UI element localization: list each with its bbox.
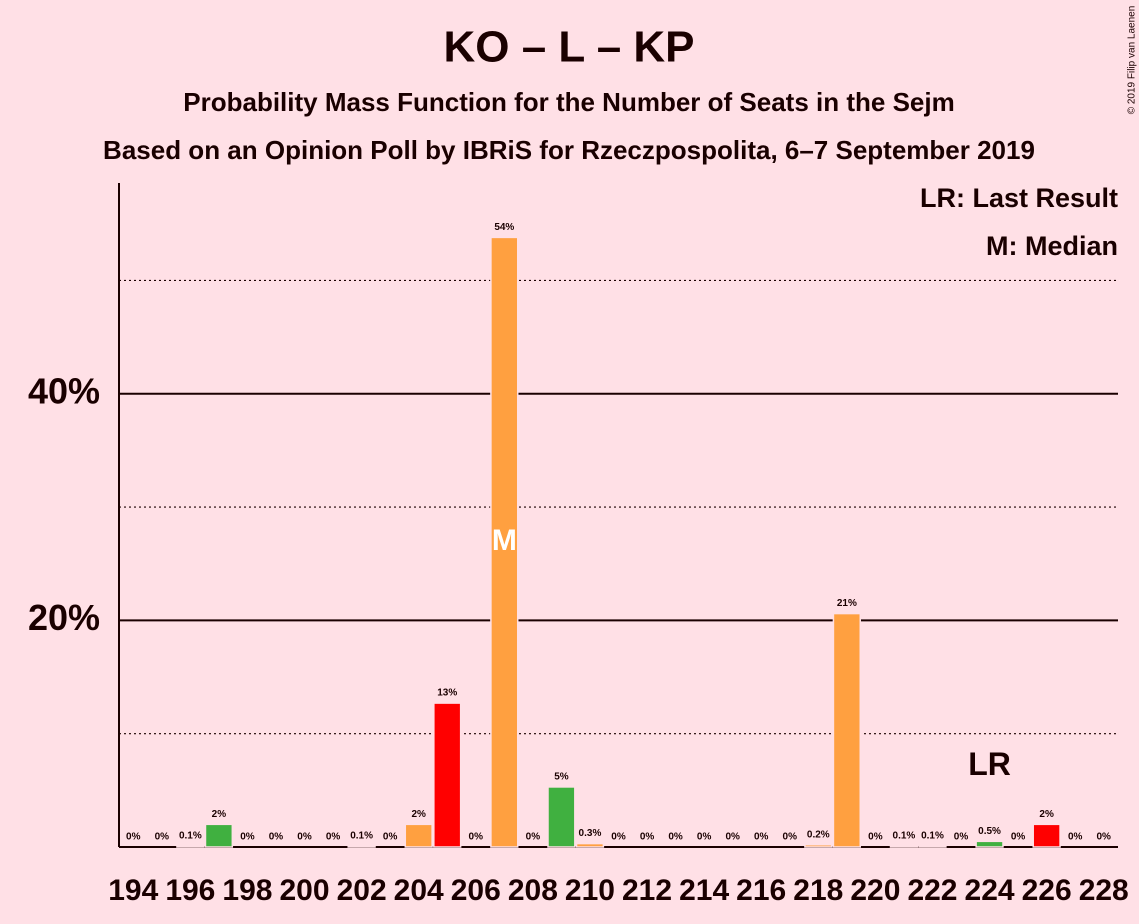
x-tick-label: 200 [279, 874, 329, 907]
value-label: 13% [437, 688, 457, 699]
value-label: 0% [668, 832, 683, 843]
x-tick-label: 194 [108, 874, 158, 907]
value-label: 0% [526, 832, 541, 843]
x-tick-label: 226 [1022, 874, 1072, 907]
bar [347, 845, 376, 848]
bar [832, 612, 862, 848]
bar [1032, 823, 1061, 848]
x-tick-label: 224 [965, 874, 1015, 907]
bar [433, 702, 462, 848]
bar [176, 845, 205, 848]
value-label: 2% [212, 809, 227, 820]
x-tick-label: 206 [451, 874, 501, 907]
value-label: 0% [611, 832, 626, 843]
value-label: 0% [954, 832, 969, 843]
value-label: 0% [754, 832, 769, 843]
value-label: 0% [1011, 832, 1026, 843]
x-tick-label: 212 [622, 874, 672, 907]
value-label: 0.5% [978, 826, 1001, 837]
value-label: 0.1% [179, 831, 202, 842]
value-label: 0% [1097, 832, 1112, 843]
chart-subtitle: Based on an Opinion Poll by IBRiS for Rz… [103, 135, 1035, 165]
x-tick-label: 222 [907, 874, 957, 907]
value-label: 0% [783, 832, 798, 843]
value-label: 0% [326, 832, 341, 843]
x-tick-label: 202 [337, 874, 387, 907]
value-label: 0% [469, 832, 484, 843]
value-label: 5% [554, 772, 569, 783]
bar [490, 236, 519, 848]
value-label: 2% [411, 809, 426, 820]
x-tick-label: 204 [394, 874, 444, 907]
chart-title: KO – L – KP [443, 23, 694, 72]
value-label: 0% [126, 832, 141, 843]
x-tick-label: 218 [793, 874, 843, 907]
bar [975, 840, 1004, 848]
value-label: 54% [494, 222, 514, 233]
value-label: 0% [640, 832, 655, 843]
copyright: © 2019 Filip van Laenen [1127, 6, 1138, 115]
x-tick-label: 220 [850, 874, 900, 907]
bar [889, 845, 919, 848]
x-tick-label: 216 [736, 874, 786, 907]
bar [804, 843, 833, 848]
value-label: 0% [697, 832, 712, 843]
bar [918, 845, 947, 848]
value-label: 0.1% [893, 831, 916, 842]
value-label: 0% [155, 832, 170, 843]
legend-entry: LR: Last Result [920, 183, 1118, 213]
value-label: 2% [1039, 809, 1054, 820]
value-label: 0.3% [579, 828, 602, 839]
bar [404, 823, 433, 848]
value-label: 0% [868, 832, 883, 843]
chart-subtitle: Probability Mass Function for the Number… [183, 87, 954, 117]
y-tick-label: 20% [28, 597, 100, 638]
value-label: 0% [725, 832, 740, 843]
value-label: 0.1% [921, 831, 944, 842]
x-tick-label: 198 [222, 874, 272, 907]
value-label: 0% [297, 832, 312, 843]
value-label: 0% [1068, 832, 1083, 843]
x-tick-label: 228 [1079, 874, 1129, 907]
x-tick-label: 214 [679, 874, 729, 907]
value-label: 0% [269, 832, 284, 843]
y-tick-label: 40% [28, 370, 100, 411]
value-label: 0% [240, 832, 255, 843]
legend-entry: M: Median [986, 231, 1118, 261]
value-label: 21% [837, 598, 857, 609]
bar [547, 786, 576, 848]
last-result-marker: LR [968, 746, 1011, 782]
value-label: 0% [383, 832, 398, 843]
bar [204, 823, 234, 848]
x-tick-label: 196 [165, 874, 215, 907]
median-marker: M [492, 524, 517, 557]
value-label: 0.1% [350, 831, 373, 842]
bar [575, 842, 605, 848]
x-tick-label: 210 [565, 874, 615, 907]
value-label: 0.2% [807, 829, 830, 840]
x-tick-label: 208 [508, 874, 558, 907]
